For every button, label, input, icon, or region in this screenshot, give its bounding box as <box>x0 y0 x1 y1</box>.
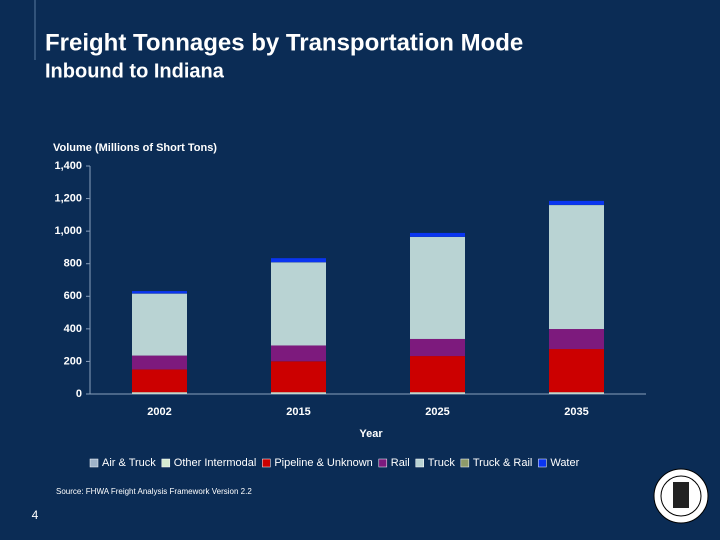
legend-swatch <box>415 458 424 468</box>
bar-segment <box>132 369 187 393</box>
bar-segment <box>271 258 326 263</box>
bar-segment <box>271 361 326 393</box>
legend-swatch <box>378 458 388 468</box>
bar-segment <box>132 392 187 394</box>
bar-segment <box>410 237 465 339</box>
legend-swatch <box>89 458 99 468</box>
bar-segment <box>132 291 187 294</box>
legend-swatch <box>460 458 470 468</box>
x-axis-label: Year <box>359 428 383 440</box>
x-tick-label: 2015 <box>286 406 310 418</box>
bar-segment <box>410 232 465 237</box>
legend-swatch <box>262 458 271 468</box>
legend-label: Rail <box>391 457 410 469</box>
page-number: 4 <box>32 508 39 522</box>
bar-segment <box>549 329 604 350</box>
bar-segment <box>549 200 604 205</box>
legend-label: Other Intermodal <box>174 457 257 469</box>
bar-segment <box>271 345 326 362</box>
chart-title: Freight Tonnages by Transportation Mode <box>45 29 523 56</box>
x-tick-label: 2035 <box>564 406 588 418</box>
legend-label: Truck <box>428 457 456 469</box>
legend-label: Pipeline & Unknown <box>274 457 372 469</box>
legend-label: Water <box>550 457 579 469</box>
bar-segment <box>132 355 187 370</box>
legend-swatch <box>538 458 547 468</box>
y-tick-label: 800 <box>64 258 82 270</box>
bar-segment <box>549 205 604 330</box>
bar-segment <box>132 293 187 356</box>
bar-segment <box>410 356 465 393</box>
legend-label: Truck & Rail <box>473 457 533 469</box>
y-tick-label: 600 <box>64 290 82 302</box>
bar-segment <box>271 392 326 394</box>
bar-segment <box>410 392 465 394</box>
y-tick-label: 1,200 <box>54 192 82 204</box>
y-tick-label: 200 <box>64 355 82 367</box>
chart-subtitle: Inbound to Indiana <box>45 60 225 82</box>
x-tick-label: 2002 <box>147 406 171 418</box>
source-note: Source: FHWA Freight Analysis Framework … <box>56 487 252 496</box>
bar-segment <box>549 392 604 394</box>
bar-segment <box>410 338 465 357</box>
y-tick-label: 400 <box>64 323 82 335</box>
x-tick-label: 2025 <box>425 406 449 418</box>
y-tick-label: 1,000 <box>54 225 82 237</box>
logo <box>653 468 709 524</box>
bar-segment <box>271 262 326 346</box>
bar-segment <box>549 349 604 393</box>
y-tick-label: 0 <box>76 388 82 400</box>
legend-label: Air & Truck <box>102 457 156 469</box>
y-axis-label: Volume (Millions of Short Tons) <box>53 142 217 154</box>
legend-swatch <box>161 458 171 468</box>
y-tick-label: 1,400 <box>54 160 82 172</box>
